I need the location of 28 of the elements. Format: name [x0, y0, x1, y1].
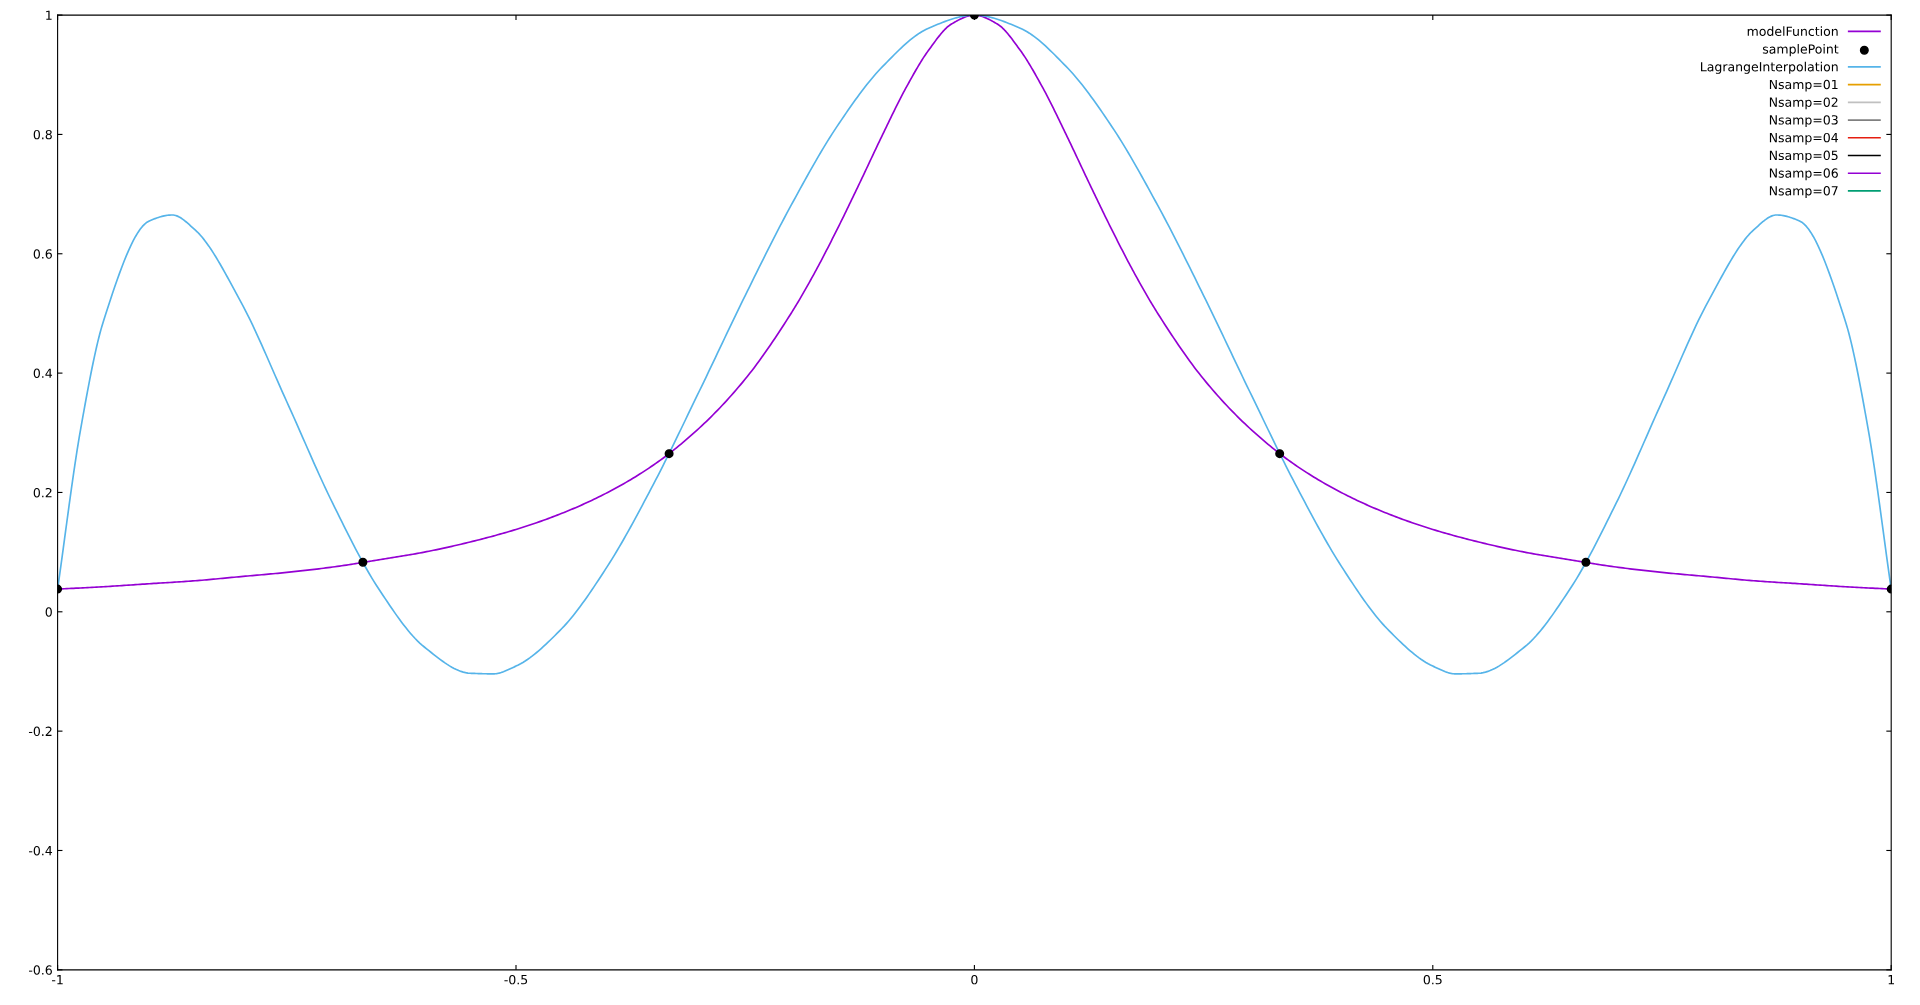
legend-label: Nsamp=01: [1769, 79, 1838, 92]
legend-label: modelFunction: [1747, 26, 1838, 36]
legend-label: Nsamp=02: [1769, 97, 1838, 110]
y-tick-label: 0.8: [33, 129, 52, 140]
point: [358, 557, 368, 567]
point: [664, 449, 674, 459]
y-tick-label: 0.6: [33, 249, 52, 259]
y-tick-label: 0.2: [33, 487, 52, 498]
x-tick-label: -0.5: [504, 974, 528, 985]
point: [1581, 557, 1591, 567]
legend-label: samplePoint: [1762, 44, 1839, 57]
y-tick-label: 0: [45, 607, 52, 617]
point: [1275, 449, 1285, 459]
x-tick-label: 1: [1888, 975, 1895, 985]
legend-label: Nsamp=06: [1769, 168, 1838, 181]
y-tick-label: -0.6: [28, 965, 52, 975]
y-tick-label: -0.4: [28, 845, 53, 856]
y-tick-label: 0.4: [33, 368, 53, 379]
legend-label: Nsamp=03: [1769, 115, 1838, 128]
legend-label: Nsamp=04: [1769, 132, 1838, 145]
x-tick-label: -1: [51, 975, 63, 985]
y-tick-label: -0.2: [28, 726, 52, 737]
legend-label: LagrangeInterpolation: [1701, 61, 1838, 74]
x-tick-label: 0: [971, 974, 978, 985]
x-tick-label: 0.5: [1423, 974, 1442, 985]
y-tick-label: 1: [46, 10, 52, 20]
legend-label: Nsamp=05: [1769, 150, 1838, 163]
legend-label: Nsamp=07: [1769, 186, 1838, 198]
